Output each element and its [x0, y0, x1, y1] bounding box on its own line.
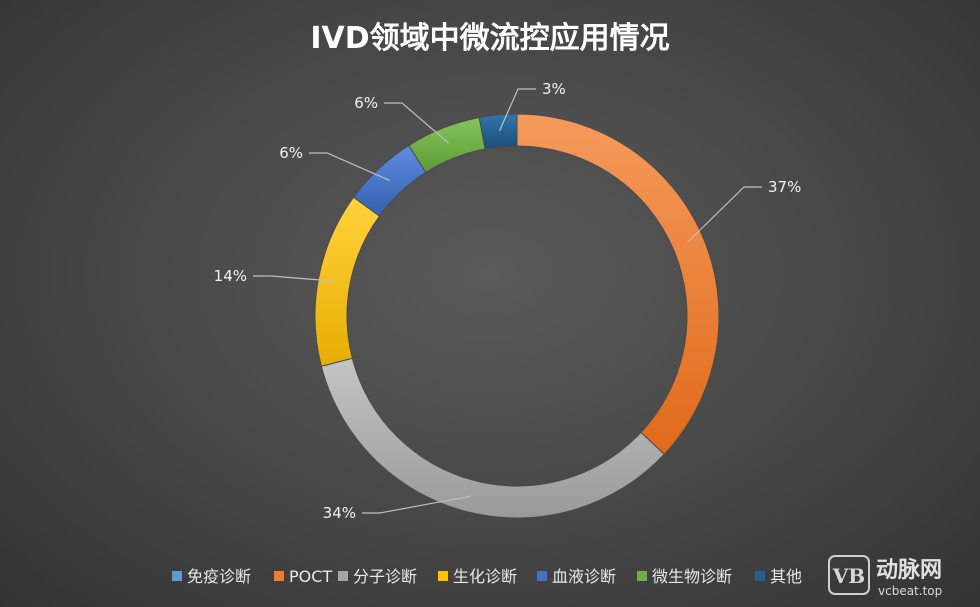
slice-POCT [516, 113, 720, 455]
legend-item-微生物诊断: 微生物诊断 [637, 567, 732, 586]
legend-item-其他: 其他 [755, 567, 802, 586]
legend-label-其他: 其他 [770, 567, 802, 586]
data-label-微生物诊断: 6% [354, 94, 378, 112]
legend-label-微生物诊断: 微生物诊断 [652, 567, 732, 586]
slice-微生物诊断 [408, 116, 486, 174]
legend-label-免疫诊断: 免疫诊断 [187, 567, 251, 586]
leader-line-其他 [498, 88, 536, 132]
legend-swatch-血液诊断 [537, 571, 547, 581]
watermark-logo-icon [828, 555, 870, 595]
legend-label-POCT: POCT [289, 567, 332, 586]
leader-line-微生物诊断 [384, 102, 449, 144]
legend-item-POCT: POCT [274, 567, 332, 586]
legend-item-血液诊断: 血液诊断 [537, 567, 616, 586]
legend-swatch-POCT [274, 571, 284, 581]
legend-item-免疫诊断: 免疫诊断 [172, 567, 251, 586]
data-labels: 37% 34% 14% 6% 6% 3% [214, 80, 802, 522]
data-label-生化诊断: 14% [214, 267, 247, 285]
data-label-其他: 3% [542, 80, 566, 98]
data-label-POCT: 37% [768, 178, 801, 196]
slice-其他 [478, 113, 518, 150]
legend-swatch-生化诊断 [438, 571, 448, 581]
legend-swatch-分子诊断 [338, 571, 348, 581]
leader-line-血液诊断 [309, 152, 390, 181]
legend-item-生化诊断: 生化诊断 [438, 567, 517, 586]
legend-label-血液诊断: 血液诊断 [552, 567, 616, 586]
watermark: VB 动脉网 vcbeat.top [828, 555, 942, 598]
legend-label-生化诊断: 生化诊断 [453, 567, 517, 586]
leader-line-分子诊断 [362, 495, 471, 514]
watermark-name: 动脉网 [876, 558, 942, 583]
legend-item-分子诊断: 分子诊断 [338, 567, 417, 586]
donut-slices [314, 113, 720, 519]
leader-lines [253, 88, 762, 514]
data-label-分子诊断: 34% [323, 504, 356, 522]
legend-swatch-微生物诊断 [637, 571, 647, 581]
leader-line-生化诊断 [253, 275, 335, 282]
watermark-url: vcbeat.top [878, 584, 942, 598]
leader-line-POCT [687, 186, 762, 243]
legend-swatch-免疫诊断 [172, 571, 182, 581]
slice-生化诊断 [314, 196, 381, 367]
data-label-血液诊断: 6% [279, 144, 303, 162]
slice-分子诊断 [320, 357, 665, 519]
legend: 免疫诊断 POCT 分子诊断 生化诊断 血液诊断 微生物诊断 其他 [172, 567, 802, 586]
chart-title: IVD领域中微流控应用情况 [310, 21, 669, 56]
legend-label-分子诊断: 分子诊断 [353, 567, 417, 586]
watermark-logo-letters: VB [832, 564, 865, 588]
legend-swatch-其他 [755, 571, 765, 581]
